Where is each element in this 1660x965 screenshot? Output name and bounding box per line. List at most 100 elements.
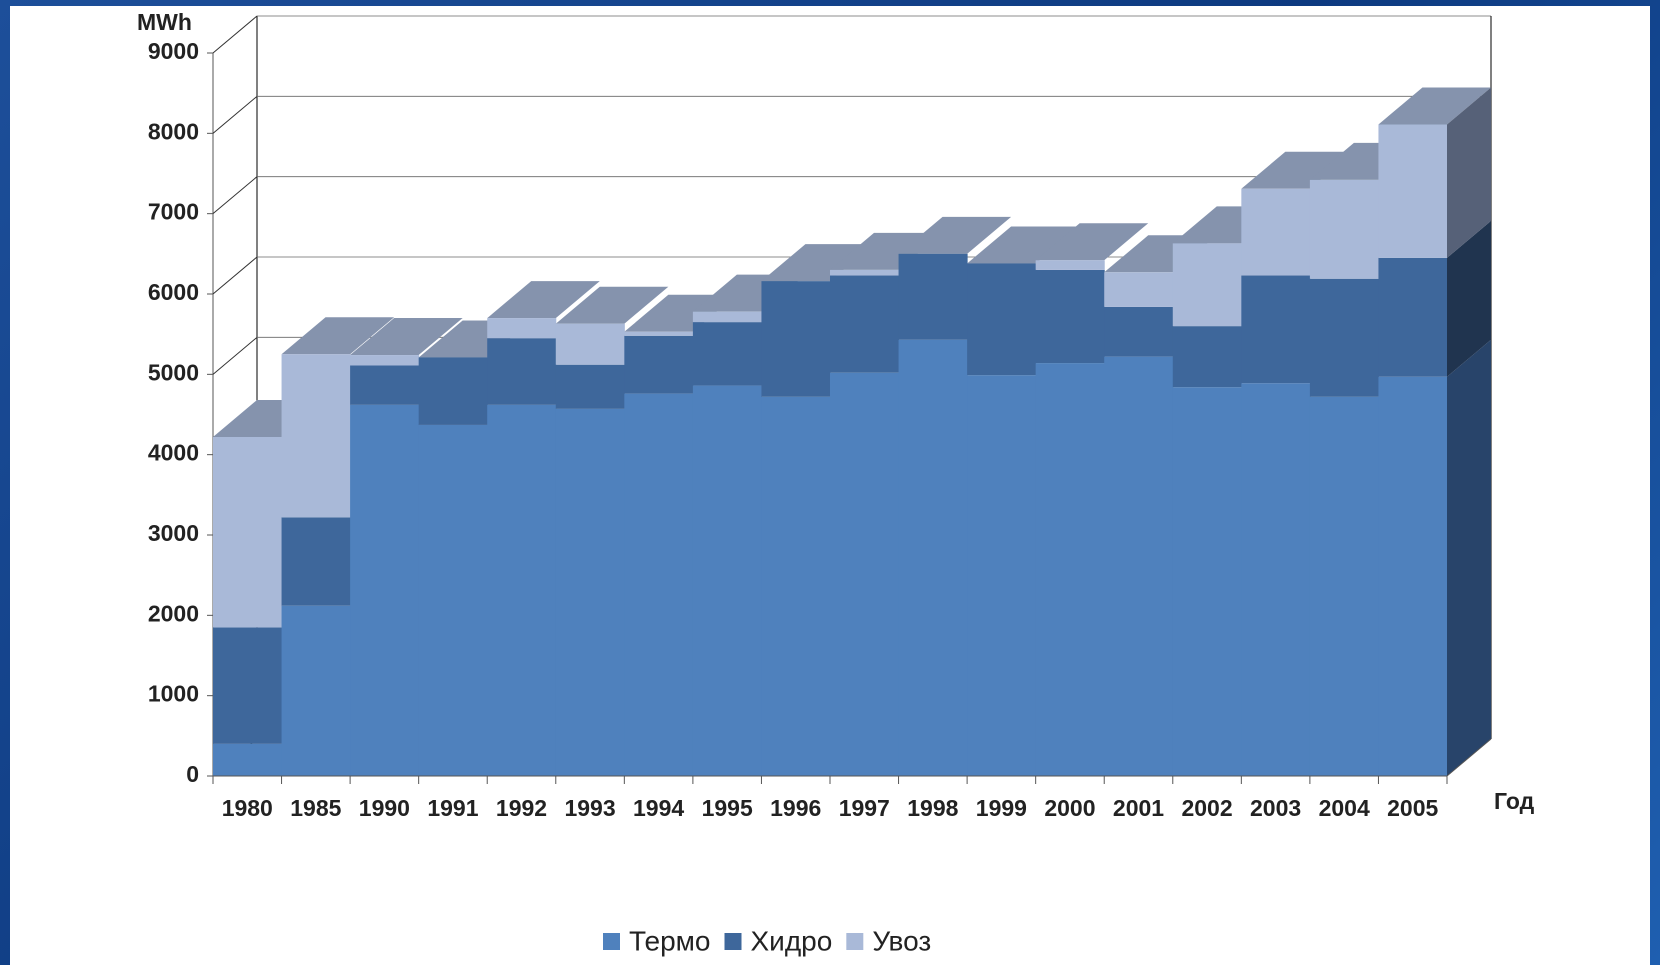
- area-segment: [1035, 363, 1105, 776]
- top-face: [1035, 223, 1149, 261]
- area-segment: [624, 331, 694, 336]
- area-segment: [1309, 179, 1379, 279]
- top-face: [898, 216, 1012, 254]
- area-segment: [830, 372, 900, 776]
- area-segment: [555, 323, 625, 365]
- y-tick-label: 6000: [148, 279, 199, 305]
- x-axis-label: Год: [1494, 788, 1535, 814]
- area-segment: [350, 365, 420, 405]
- area-segment: [555, 364, 625, 409]
- area-segment: [350, 404, 420, 776]
- y-tick-label: 0: [186, 761, 199, 787]
- top-face: [1378, 87, 1491, 125]
- area-segment: [213, 436, 283, 628]
- x-tick-label: 1999: [976, 795, 1027, 821]
- area-segment: [418, 357, 488, 425]
- grid-line-side: [212, 15, 258, 54]
- area-segment: [281, 354, 351, 518]
- area-segment: [1241, 383, 1311, 776]
- area-segment: [1378, 376, 1448, 776]
- area-segment: [350, 355, 420, 366]
- area-segment: [761, 396, 831, 776]
- area-segment: [418, 424, 488, 776]
- x-tick-label: 1991: [427, 795, 478, 821]
- x-tick-label: 1980: [222, 795, 273, 821]
- area-segment: [624, 335, 694, 394]
- area-segment: [487, 338, 557, 405]
- x-tick-label: 1994: [633, 795, 684, 821]
- y-tick-label: 2000: [148, 600, 199, 626]
- area-segment: [1104, 306, 1174, 357]
- x-tick-label: 1998: [907, 795, 958, 821]
- x-tick-label: 1996: [770, 795, 821, 821]
- area-segment: [1309, 396, 1379, 776]
- area-segment: [898, 339, 968, 776]
- x-tick-label: 2000: [1044, 795, 1095, 821]
- x-tick-label: 2005: [1387, 795, 1438, 821]
- area-segment: [1378, 257, 1448, 377]
- floor-edge: [1446, 738, 1492, 777]
- legend-label: Увоз: [872, 925, 931, 956]
- area-segment: [1035, 260, 1105, 270]
- top-face: [967, 226, 1080, 264]
- top-face: [555, 286, 669, 324]
- area-segment: [213, 743, 283, 776]
- area-segment: [624, 393, 694, 776]
- side-face: [1447, 220, 1491, 377]
- top-face: [487, 281, 600, 319]
- top-face: [350, 318, 463, 356]
- legend-label: Термо: [629, 925, 711, 956]
- area-segment: [761, 281, 831, 397]
- side-face: [1447, 87, 1491, 258]
- area-segment: [487, 318, 557, 339]
- side-face: [1447, 339, 1491, 776]
- grid-line-side: [212, 176, 258, 215]
- area-segment: [281, 517, 351, 606]
- legend-swatch: [603, 933, 620, 950]
- area-segment: [555, 408, 625, 776]
- grid-line-side: [212, 336, 258, 375]
- area-segment: [1172, 326, 1242, 388]
- y-tick-label: 3000: [148, 520, 199, 546]
- grid-line-side: [212, 256, 258, 295]
- area-segment: [1241, 188, 1311, 276]
- area-segment: [692, 322, 762, 386]
- area-segment: [487, 404, 557, 776]
- y-tick-label: 4000: [148, 440, 199, 466]
- area-segment: [213, 627, 283, 744]
- area-segment: [830, 275, 900, 373]
- x-tick-label: 1995: [702, 795, 753, 821]
- x-tick-label: 1990: [359, 795, 410, 821]
- area-segment: [692, 385, 762, 776]
- x-tick-label: 1985: [290, 795, 341, 821]
- area-segment: [1035, 269, 1105, 364]
- area-segment: [967, 375, 1037, 776]
- area-segment: [898, 253, 968, 340]
- y-tick-label: 5000: [148, 359, 199, 385]
- legend-swatch: [724, 933, 742, 950]
- legend-swatch: [846, 933, 864, 950]
- area-segment: [1172, 387, 1242, 776]
- legend-label: Хидро: [751, 925, 833, 956]
- area-segment: [967, 263, 1037, 376]
- area-segment: [1104, 356, 1174, 776]
- y-axis-label: MWh: [137, 9, 192, 35]
- x-tick-label: 1993: [564, 795, 615, 821]
- x-tick-label: 1992: [496, 795, 547, 821]
- x-tick-label: 2003: [1250, 795, 1301, 821]
- area-segment: [1378, 124, 1448, 258]
- top-face: [1241, 151, 1354, 189]
- y-tick-label: 8000: [148, 118, 199, 144]
- area-segment: [1172, 243, 1242, 327]
- y-tick-label: 1000: [148, 681, 199, 707]
- area-segment: [1241, 275, 1311, 384]
- area-segment: [281, 605, 351, 776]
- y-tick-label: 7000: [148, 199, 199, 225]
- area-segment: [692, 311, 762, 323]
- x-tick-label: 2004: [1319, 795, 1370, 821]
- x-tick-label: 2001: [1113, 795, 1164, 821]
- x-tick-label: 1997: [839, 795, 890, 821]
- grid-line-side: [212, 95, 258, 134]
